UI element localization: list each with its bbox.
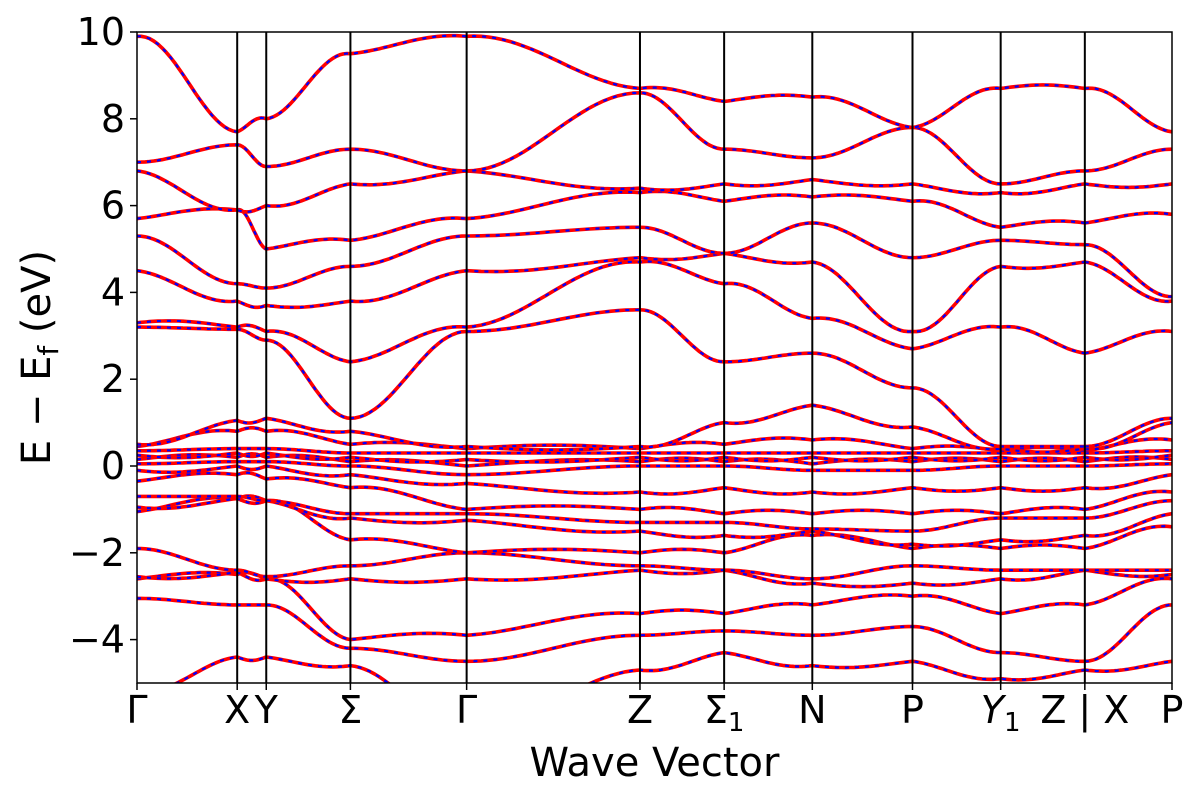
band-line-dashed — [137, 34, 1172, 133]
y-tick-label: 6 — [101, 184, 125, 228]
band-line — [137, 308, 1172, 449]
band-line-dashed — [137, 497, 1172, 548]
band-line-dashed — [137, 569, 1172, 588]
x-tick-label: Γ — [126, 688, 147, 732]
band-line-dashed — [137, 169, 1172, 214]
band-line-dashed — [137, 252, 1172, 333]
band-line — [137, 494, 1172, 533]
x-axis: Γ X Y Σ Γ Z Σ1 N P Y1 Z | X P — [126, 683, 1183, 738]
y-tick-label: −2 — [69, 531, 125, 575]
bands-layer — [137, 33, 1172, 683]
band-line-dashed — [137, 547, 1172, 580]
x-tick-label: Y — [254, 688, 279, 732]
band-line-dashed — [137, 495, 1172, 533]
x-tick-label: Σ1 — [704, 688, 745, 738]
band-line — [137, 169, 1172, 214]
x-tick-label: Γ — [456, 688, 477, 732]
y-tick-label: 4 — [101, 270, 125, 314]
x-tick-label: Z — [627, 688, 653, 732]
band-line-dashed — [137, 91, 1172, 186]
band-line — [137, 596, 1172, 664]
y-tick-label: 2 — [101, 357, 125, 401]
band-line — [137, 459, 1172, 477]
band-line — [137, 464, 1172, 496]
band-line-dashed — [137, 471, 1172, 515]
band-line — [137, 546, 1172, 581]
x-tick-label: Y1 — [981, 688, 1021, 738]
y-axis-title: E − Ef (eV) — [14, 250, 65, 465]
band-line-dashed — [137, 451, 1172, 464]
x-axis-title: Wave Vector — [530, 740, 781, 786]
y-tick-label: 8 — [101, 97, 125, 141]
high-symmetry-lines — [236, 32, 1086, 683]
x-tick-label: Σ — [338, 688, 362, 732]
plot-frame — [136, 31, 1173, 684]
y-tick-label: 0 — [101, 444, 125, 488]
band-line-dashed — [137, 464, 1172, 496]
band-line-dashed — [137, 597, 1172, 663]
band-line — [137, 91, 1172, 186]
band-line-dashed — [137, 221, 1172, 298]
band-line-dashed — [137, 426, 1172, 452]
band-line-dashed — [137, 308, 1172, 448]
y-tick-label: 10 — [77, 10, 125, 54]
band-line — [137, 33, 1172, 134]
x-tick-label: N — [798, 688, 826, 732]
x-tick-label: X — [224, 688, 250, 732]
y-tick-label: −4 — [69, 618, 125, 662]
x-tick-label: Z | X — [1040, 688, 1129, 733]
band-line — [137, 251, 1172, 334]
y-axis: −4 −2 0 2 4 6 8 10 — [69, 10, 137, 662]
x-tick-label: P — [901, 688, 924, 732]
x-tick-label: P — [1161, 688, 1184, 732]
